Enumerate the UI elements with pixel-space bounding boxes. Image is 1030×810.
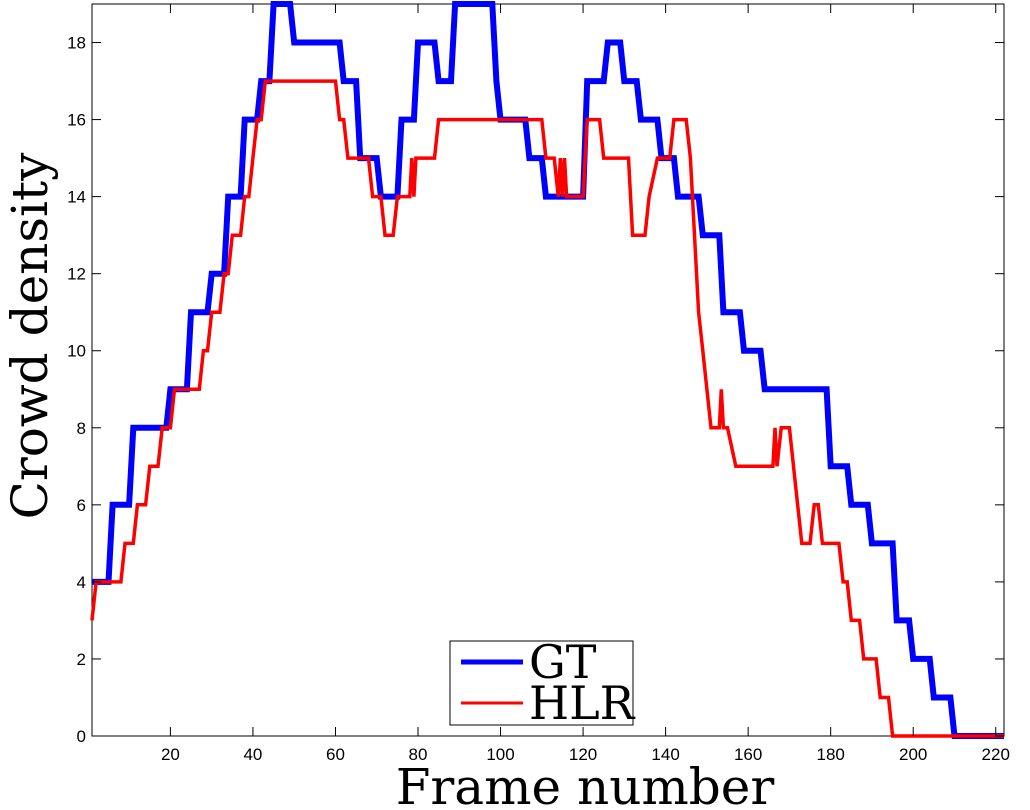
y-tick-label: 8 [77, 419, 86, 438]
x-tick-label: 20 [161, 745, 180, 764]
y-tick-label: 16 [67, 111, 86, 130]
legend-label-gt: GT [529, 635, 597, 689]
legend-box [449, 640, 634, 726]
x-tick-label: 120 [569, 745, 597, 764]
x-tick-label: 40 [243, 745, 262, 764]
x-tick-label: 180 [816, 745, 844, 764]
tick-layer [92, 4, 1004, 737]
x-tick-label: 100 [486, 745, 514, 764]
plot-area-frame [91, 3, 1005, 737]
y-tick-label: 18 [67, 34, 86, 53]
x-tick-label: 160 [734, 745, 762, 764]
y-tick-label: 0 [77, 727, 86, 746]
y-axis-title: Crowd density [1, 152, 59, 520]
x-tick-label: 220 [982, 745, 1010, 764]
series-line-hlr [90, 79, 1004, 738]
legend-label-hlr: HLR [529, 676, 636, 730]
x-tick-label: 60 [326, 745, 345, 764]
legend: GT HLR [449, 635, 636, 730]
y-tick-label: 12 [67, 265, 86, 284]
tick-label-layer: 20 40 60 80 100 120 140 160 180 200 220 0 2 4 6 8 10 12 14… [67, 34, 1010, 764]
y-tick-label: 10 [67, 342, 86, 361]
series-layer [90, 1, 1004, 739]
y-tick-label: 2 [77, 650, 86, 669]
y-tick-label: 4 [77, 573, 86, 592]
x-tick-label: 140 [651, 745, 679, 764]
x-axis-title: Frame number [396, 758, 775, 810]
x-tick-label: 80 [409, 745, 428, 764]
y-tick-label: 6 [77, 496, 86, 515]
x-tick-label: 200 [899, 745, 927, 764]
y-tick-label: 14 [67, 188, 86, 207]
